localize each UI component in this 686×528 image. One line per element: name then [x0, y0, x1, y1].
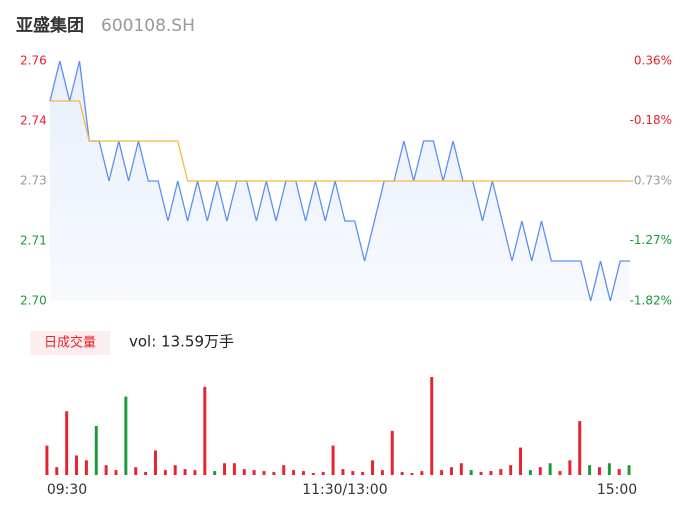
- chart-subtitle: 600108.SH: [101, 16, 195, 36]
- y2-tick-label: -0.73%: [630, 174, 672, 188]
- volume-bar: [282, 465, 286, 475]
- volume-bar: [94, 426, 98, 475]
- volume-bar: [617, 469, 621, 475]
- volume-bar: [292, 470, 296, 475]
- volume-bar: [597, 467, 601, 475]
- volume-bar: [410, 473, 414, 475]
- y2-tick-label: 0.36%: [634, 54, 672, 68]
- line: [49, 60, 630, 302]
- volume-bar: [223, 463, 227, 475]
- volume-bar: [272, 472, 276, 475]
- volume-bar: [193, 470, 197, 475]
- y2-tick-label: -1.82%: [630, 294, 672, 308]
- volume-bar: [311, 473, 315, 475]
- volume-bar: [390, 430, 394, 475]
- volume-bar: [538, 467, 542, 475]
- volume-bar: [321, 472, 325, 475]
- y-tick-label: 2.76: [20, 54, 47, 68]
- x-tick-label: 11:30/13:00: [302, 482, 387, 498]
- y-tick-label: 2.71: [20, 234, 47, 248]
- volume-bar: [528, 470, 532, 475]
- volume-bar: [519, 447, 523, 475]
- volume-bar: [183, 469, 187, 475]
- volume-label: 日成交量: [44, 335, 96, 351]
- x-tick-label: 09:30: [47, 482, 87, 498]
- volume-bar: [341, 469, 345, 475]
- volume-total: vol: 13.59万手: [129, 333, 234, 351]
- y-tick-label: 2.74: [20, 114, 47, 128]
- volume-bar: [213, 471, 217, 475]
- volume-bar: [607, 463, 611, 475]
- volume-bar: [252, 470, 256, 475]
- volume-bar: [242, 469, 246, 475]
- area: [50, 61, 630, 301]
- y2-tick-label: -0.18%: [630, 113, 672, 127]
- volume-bar: [578, 421, 582, 475]
- volume-bar: [114, 470, 118, 475]
- volume-bar: [262, 471, 266, 475]
- volume-bar: [65, 411, 69, 475]
- volume-bar: [153, 450, 157, 475]
- volume-bar: [331, 445, 335, 475]
- volume-bar: [361, 472, 365, 475]
- volume-bar: [380, 470, 384, 475]
- volume-bar: [440, 470, 444, 475]
- volume-bar: [420, 471, 424, 475]
- volume-bar: [301, 471, 305, 475]
- volume-bar: [509, 465, 513, 475]
- volume-bar: [371, 460, 375, 475]
- volume-bar: [173, 465, 177, 475]
- y2-tick-label: -1.27%: [630, 233, 672, 247]
- volume-bar: [75, 455, 79, 475]
- volume-bar: [548, 463, 552, 475]
- volume-bar: [469, 470, 473, 475]
- volume-bar: [203, 386, 207, 475]
- line: [50, 100, 630, 182]
- volume-bar: [499, 469, 503, 475]
- volume-bar: [134, 467, 138, 475]
- y-tick-label: 2.70: [20, 294, 47, 308]
- volume-bar: [163, 470, 167, 475]
- volume-bar: [144, 472, 148, 475]
- volume-bar: [351, 471, 355, 475]
- volume-bar: [124, 396, 128, 475]
- volume-bar: [627, 465, 631, 475]
- chart-title: 亚盛集团: [16, 15, 84, 36]
- volume-bar: [104, 465, 108, 475]
- volume-bar: [45, 445, 49, 475]
- volume-bar: [84, 460, 88, 475]
- y-tick-label: 2.73: [20, 174, 47, 188]
- volume-bar: [449, 467, 453, 475]
- volume-bar: [588, 465, 592, 475]
- volume-bar: [430, 377, 434, 475]
- volume-bar: [479, 472, 483, 475]
- volume-bar: [558, 471, 562, 475]
- volume-label-box: [30, 331, 110, 355]
- volume-bar: [489, 471, 493, 475]
- volume-bar: [55, 467, 59, 475]
- volume-bar: [459, 463, 463, 475]
- volume-bar: [568, 460, 572, 475]
- volume-bar: [400, 472, 404, 475]
- x-tick-label: 15:00: [597, 482, 637, 498]
- volume-bar: [232, 463, 236, 475]
